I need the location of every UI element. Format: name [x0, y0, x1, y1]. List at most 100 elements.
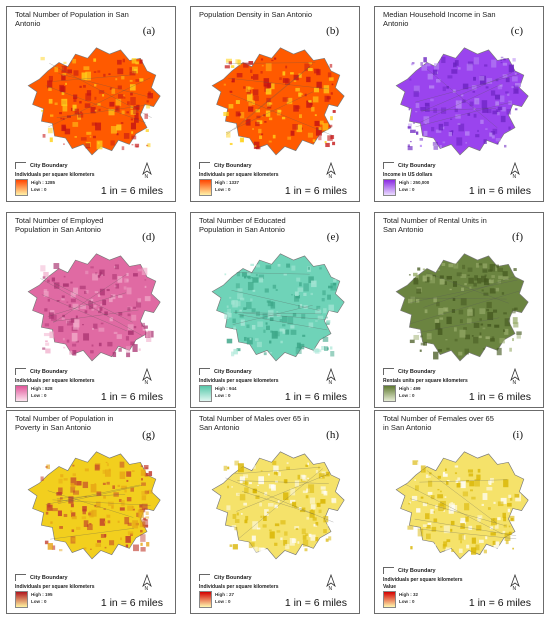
map-tract: [460, 274, 467, 278]
map-tract: [117, 85, 122, 90]
map-tract: [147, 143, 151, 148]
map-tract: [496, 112, 500, 116]
map-tract: [60, 474, 64, 478]
map-tract: [228, 104, 234, 109]
map-tract: [145, 467, 148, 470]
map-tract: [420, 465, 426, 473]
map-tract: [223, 465, 228, 471]
map-tract: [462, 99, 466, 104]
map-tract: [77, 112, 84, 118]
map-tract: [271, 59, 274, 62]
map-tract: [83, 66, 90, 71]
map-tract: [303, 283, 309, 292]
map-tract: [268, 117, 273, 121]
map-tract: [139, 517, 143, 522]
legend-high: High : 27: [215, 592, 235, 597]
map-tract: [96, 140, 103, 150]
map-tract: [234, 519, 240, 523]
map-tract: [516, 331, 522, 335]
map-tract: [252, 546, 258, 553]
map-tract: [250, 465, 256, 469]
panel-title: Median Household Income in San Antonio: [383, 10, 496, 28]
map-tract: [248, 106, 254, 112]
map-tract: [309, 497, 316, 504]
map-tract: [310, 292, 313, 296]
map-legend: City Boundary Rentals units per square ki…: [383, 368, 468, 402]
map-tract: [429, 472, 432, 475]
map-tract: [93, 323, 98, 329]
map-tract: [251, 87, 254, 90]
map-tract: [141, 490, 148, 495]
road-line: [53, 74, 131, 82]
map-tract: [130, 341, 135, 346]
map-tract: [439, 278, 445, 285]
boundary-symbol: [383, 162, 394, 169]
map-tract: [508, 494, 512, 498]
map-tract: [104, 311, 108, 316]
map-tract: [47, 127, 53, 134]
map-tract: [89, 522, 92, 525]
map-tract: [431, 126, 435, 132]
map-tract: [467, 113, 471, 116]
map-tract: [45, 511, 49, 515]
map-panel-f: Total Number of Rental Units in San Anto…: [374, 212, 544, 408]
map-tract: [482, 268, 488, 273]
map-tract: [476, 525, 482, 531]
map-tract: [495, 101, 499, 106]
map-tract: [507, 508, 511, 513]
map-legend: City Boundary Individuals per square kilo…: [15, 574, 94, 608]
map-tract: [425, 63, 431, 67]
map-tract: [416, 508, 421, 513]
map-tract: [475, 262, 480, 268]
map-legend: City Boundary Income in US dollars High : …: [383, 162, 436, 196]
map-tract: [117, 59, 122, 65]
map-tract: [437, 328, 443, 335]
map-tract: [486, 78, 493, 85]
map-tract: [246, 93, 253, 102]
map-tract: [233, 326, 236, 330]
map-tract: [43, 332, 50, 337]
map-tract: [415, 111, 418, 113]
map-tract: [232, 513, 237, 519]
map-tract: [243, 336, 247, 341]
map-tract: [263, 352, 267, 356]
map-tract: [445, 468, 447, 472]
map-tract: [489, 526, 493, 530]
map-tract: [446, 86, 449, 89]
map-tract: [502, 62, 508, 66]
map-tract: [236, 73, 243, 78]
legend-units: Individuals per square kilometers: [15, 172, 95, 178]
map-tract: [437, 269, 441, 272]
map-tract: [246, 324, 250, 329]
map-tract: [93, 58, 97, 62]
map-tract: [92, 273, 99, 281]
map-tract: [279, 328, 285, 332]
map-tract: [100, 534, 106, 538]
map-tract: [505, 540, 509, 545]
map-tract: [279, 77, 282, 81]
legend-extra: Value: [383, 584, 397, 590]
map-tract: [433, 297, 437, 303]
map-tract: [138, 348, 141, 351]
map-tract: [47, 279, 50, 283]
map-tract: [40, 265, 46, 272]
map-tract: [140, 465, 143, 468]
map-tract: [487, 311, 494, 321]
map-tract: [315, 127, 322, 136]
map-tract: [117, 276, 123, 283]
map-tract: [490, 90, 496, 96]
map-tract: [296, 342, 301, 349]
map-tract: [469, 480, 475, 487]
north-arrow-icon: N: [142, 162, 152, 178]
map-tract: [463, 327, 467, 331]
map-tract: [102, 482, 106, 485]
map-tract: [489, 264, 496, 272]
map-tract: [305, 464, 309, 467]
map-tract: [96, 491, 102, 496]
map-tract: [409, 501, 412, 504]
road-line: [230, 93, 333, 136]
road-line: [231, 290, 320, 311]
map-tract: [294, 294, 300, 302]
map-tract: [451, 309, 456, 313]
map-tract: [462, 535, 466, 540]
